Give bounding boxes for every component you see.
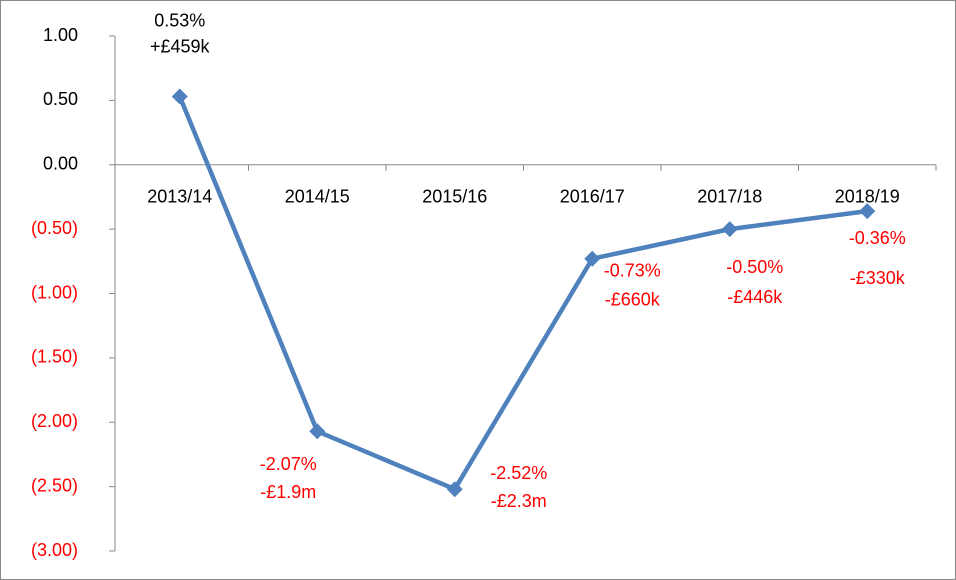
value-label: -0.50%	[726, 257, 783, 277]
data-marker	[309, 423, 326, 440]
amount-label: -£660k	[605, 289, 661, 309]
amount-label: -£330k	[850, 268, 906, 288]
y-tick-label: (2.00)	[31, 411, 78, 431]
data-marker	[721, 221, 738, 238]
value-label: -0.36%	[849, 228, 906, 248]
x-tick-label: 2013/14	[147, 187, 212, 207]
x-tick-label: 2015/16	[422, 187, 487, 207]
y-tick-label: (1.50)	[31, 347, 78, 367]
value-label: 0.53%	[154, 10, 205, 30]
data-marker	[859, 203, 876, 220]
y-tick-label: (0.50)	[31, 218, 78, 238]
data-marker	[446, 481, 463, 498]
value-label: -2.07%	[260, 454, 317, 474]
y-tick-label: (2.50)	[31, 475, 78, 495]
x-tick-label: 2014/15	[285, 187, 350, 207]
amount-label: -£2.3m	[491, 491, 547, 511]
y-tick-label: (3.00)	[31, 540, 78, 560]
x-tick-label: 2017/18	[697, 187, 762, 207]
x-tick-label: 2018/19	[835, 187, 900, 207]
value-label: -2.52%	[490, 463, 547, 483]
y-tick-label: 0.00	[43, 154, 78, 174]
amount-label: +£459k	[150, 36, 211, 56]
y-tick-label: 1.00	[43, 25, 78, 45]
x-tick-label: 2016/17	[560, 187, 625, 207]
value-label: -0.73%	[604, 260, 661, 280]
data-line	[177, 95, 868, 493]
amount-label: -£446k	[727, 287, 783, 307]
data-marker	[584, 250, 601, 267]
y-tick-label: (1.00)	[31, 282, 78, 302]
y-tick-label: 0.50	[43, 89, 78, 109]
data-marker	[171, 88, 188, 105]
amount-label: -£1.9m	[260, 482, 316, 502]
